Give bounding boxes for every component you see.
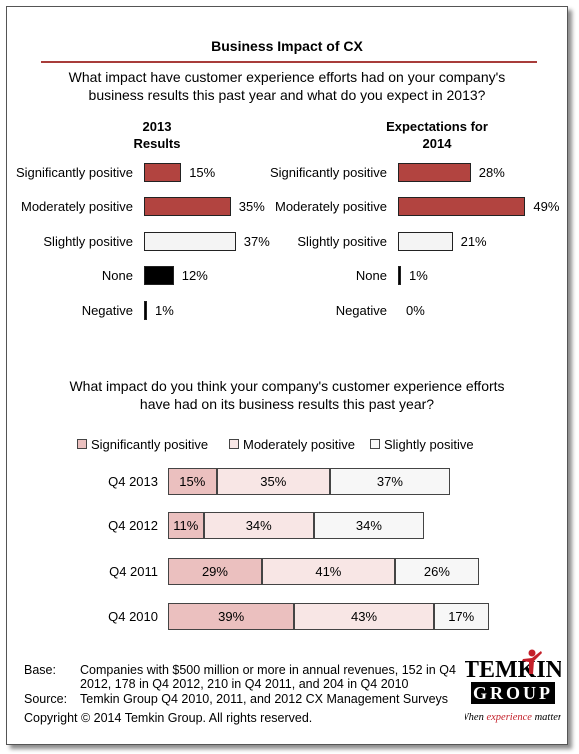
bar-p2014 — [398, 163, 471, 182]
panel-2-title-line-2: 2014 — [422, 136, 452, 151]
question-1-line-1: What impact have customer experience eff… — [68, 69, 506, 85]
bar-p2014 — [398, 232, 453, 251]
bar-p2013 — [144, 232, 236, 251]
logo-mark: TEMKIN GROUP When experience matters — [460, 649, 566, 723]
stacked-segment-moderate: 34% — [203, 512, 314, 539]
value-label-p2013: 1% — [155, 303, 174, 318]
footnote-base-line-2: 2012, 178 in Q4 2012, 210 in Q4 2011, an… — [80, 677, 409, 691]
footnote-copyright: Copyright © 2014 Temkin Group. All right… — [24, 711, 313, 725]
stacked-segment-slight: 37% — [330, 468, 450, 495]
panel-2-title: Expectations for 2014 — [372, 118, 502, 152]
value-label-p2013: 35% — [238, 199, 265, 214]
category-label-p2013: None — [101, 268, 133, 283]
stacked-segment-significant: 29% — [168, 558, 262, 585]
value-label-p2014: 0% — [406, 303, 425, 318]
stacked-segment-moderate: 43% — [294, 603, 434, 630]
footnote-base-label: Base: — [24, 663, 56, 677]
category-label-p2013: Slightly positive — [43, 234, 133, 249]
bar-p2014 — [398, 266, 401, 285]
stacked-segment-slight: 17% — [433, 603, 489, 630]
logo-text-bottom: GROUP — [473, 683, 553, 703]
stacked-segment-significant: 11% — [168, 512, 204, 539]
logo-figure-body — [522, 651, 542, 674]
legend-label-moderate: Moderately positive — [243, 437, 355, 452]
panel-1-title: 2013 Results — [117, 118, 197, 152]
panel-2-title-line-1: Expectations for — [386, 119, 488, 134]
panel-1-title-line-1: 2013 — [142, 119, 172, 134]
year-label: Q4 2011 — [109, 564, 158, 579]
logo-group-band — [471, 682, 555, 704]
logo-figure-head — [528, 649, 536, 657]
temkin-group-logo: TEMKIN GROUP When experience matters — [460, 647, 566, 731]
category-label-p2013: Significantly positive — [15, 165, 133, 180]
category-label-p2014: Slightly positive — [297, 234, 387, 249]
legend-swatch-moderate — [229, 439, 239, 449]
year-label: Q4 2013 — [108, 474, 158, 489]
value-label-p2013: 12% — [181, 268, 208, 283]
legend-swatch-slight — [370, 439, 380, 449]
question-2-line-2: have had on its business results this pa… — [139, 396, 435, 412]
value-label-p2014: 49% — [533, 199, 560, 214]
year-label: Q4 2010 — [108, 609, 158, 624]
logo-tagline: When experience matters — [465, 712, 561, 723]
category-label-p2013: Negative — [81, 303, 133, 318]
bar-p2014 — [398, 197, 526, 216]
category-label-p2014: Significantly positive — [269, 165, 387, 180]
legend-label-slight: Slightly positive — [384, 437, 474, 452]
stacked-segment-significant: 39% — [168, 603, 295, 630]
year-label: Q4 2012 — [108, 518, 158, 533]
bar-p2013 — [144, 301, 147, 320]
legend-label-significant: Significantly positive — [91, 437, 209, 452]
logo-text-top: TEMKIN — [465, 657, 561, 683]
stacked-segment-significant: 15% — [168, 468, 217, 495]
legend-swatch-significant — [77, 439, 87, 449]
value-label-p2013: 15% — [189, 165, 216, 180]
value-label-p2014: 1% — [409, 268, 428, 283]
stacked-segment-slight: 26% — [394, 558, 480, 585]
stacked-segment-moderate: 41% — [261, 558, 395, 585]
bar-p2013 — [144, 197, 231, 216]
category-label-p2014: None — [355, 268, 387, 283]
chart-title: Business Impact of CX — [211, 38, 363, 54]
panel-1-title-line-2: Results — [133, 136, 181, 151]
stacked-segment-moderate: 35% — [216, 468, 330, 495]
category-label-p2013: Moderately positive — [21, 199, 133, 214]
question-2-line-1: What impact do you think your company's … — [69, 378, 505, 394]
legend-item-slight: Slightly positive — [370, 437, 474, 452]
legend-item-moderate: Moderately positive — [229, 437, 355, 452]
value-label-p2014: 28% — [478, 165, 505, 180]
footnote-source-text: Temkin Group Q4 2010, 2011, and 2012 CX … — [80, 692, 449, 706]
bar-p2013 — [144, 163, 182, 182]
bar-p2013 — [144, 266, 174, 285]
logo-tagline-accent: experience — [486, 712, 532, 723]
value-label-p2014: 21% — [460, 234, 487, 249]
footnote-source-label: Source: — [24, 692, 68, 706]
logo-tagline-post: matters — [532, 712, 561, 723]
chart-frame: Business Impact of CX What impact have c… — [6, 6, 568, 745]
category-label-p2014: Negative — [335, 303, 387, 318]
title-rule — [41, 61, 537, 63]
legend-item-significant: Significantly positive — [77, 437, 208, 452]
logo-tagline-pre: When — [465, 712, 486, 723]
footnote-base-line-1: Companies with $500 million or more in a… — [80, 663, 456, 677]
question-1-line-2: business results this past year and what… — [88, 87, 486, 103]
value-label-p2013: 37% — [243, 234, 270, 249]
category-label-p2014: Moderately positive — [275, 199, 387, 214]
stacked-segment-slight: 34% — [313, 512, 424, 539]
